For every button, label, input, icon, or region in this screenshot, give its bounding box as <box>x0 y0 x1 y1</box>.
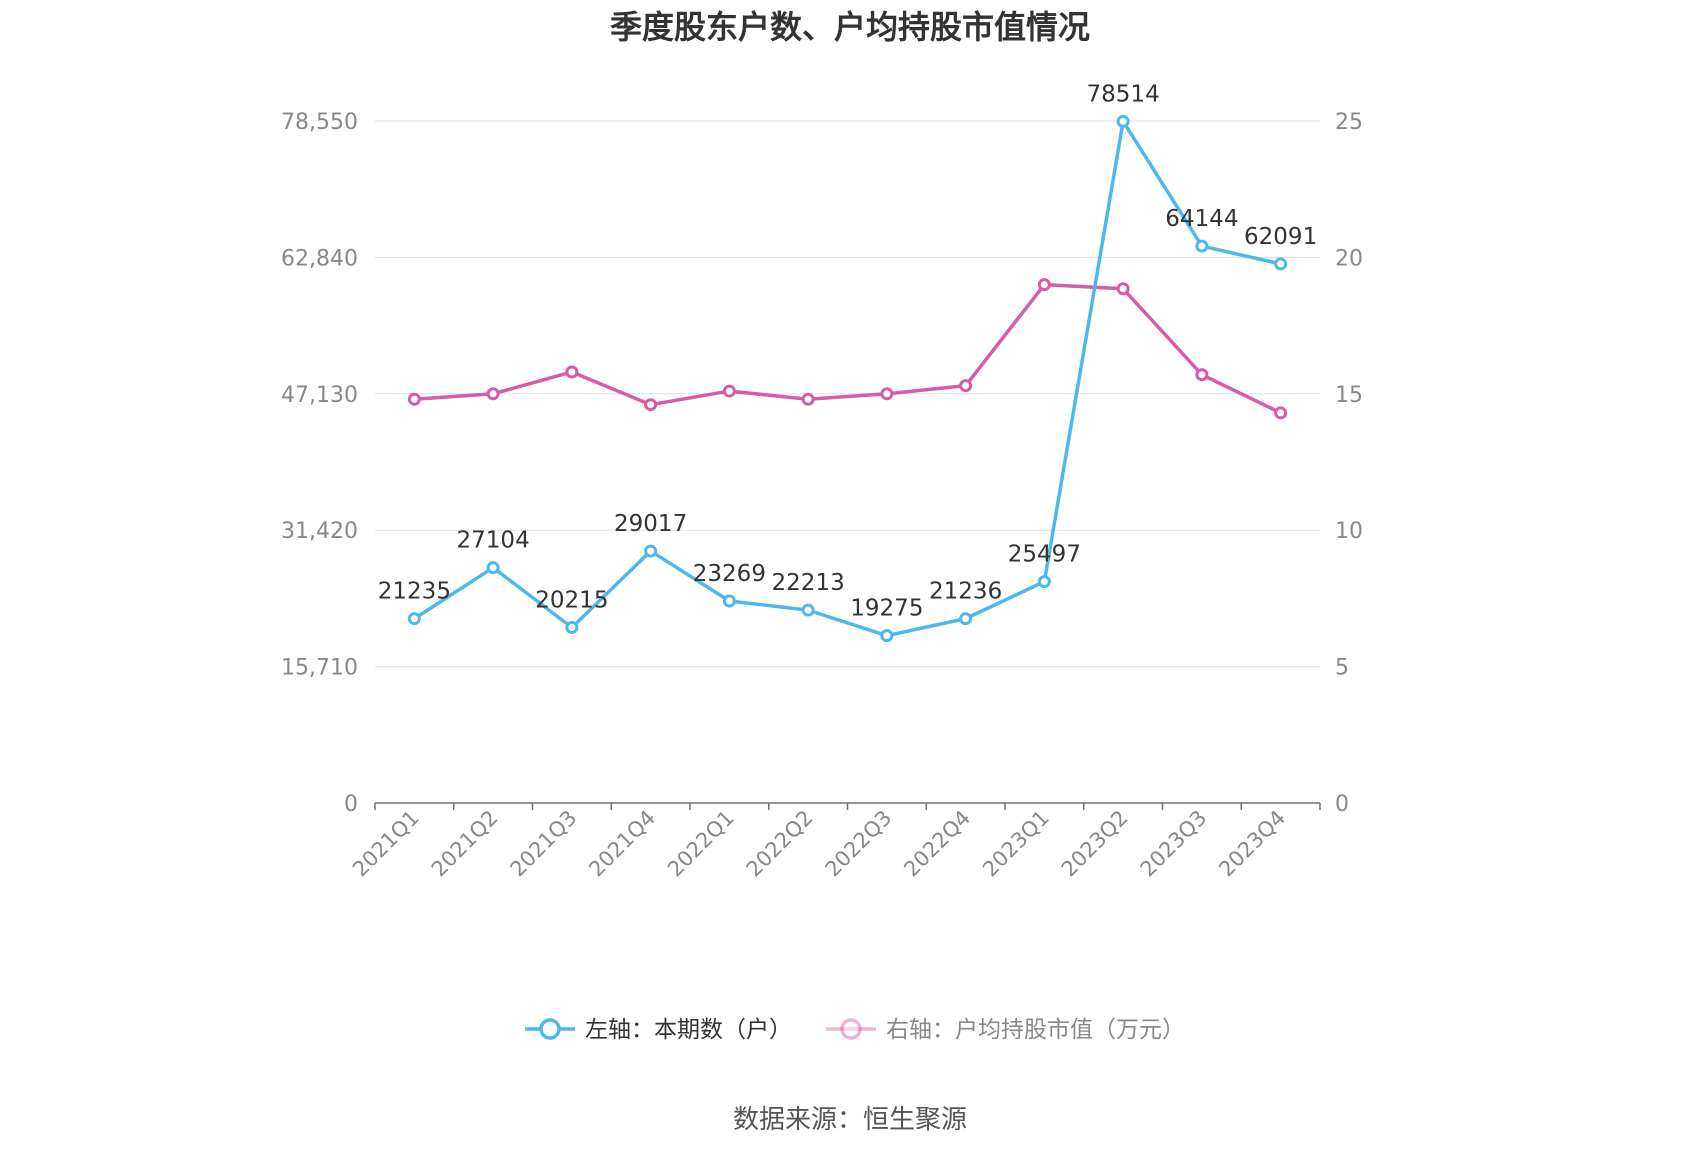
data-label: 27104 <box>457 528 530 554</box>
left-tick-label: 31,420 <box>281 519 358 544</box>
data-label: 25497 <box>1008 542 1081 568</box>
data-label: 21236 <box>929 579 1002 605</box>
right-tick-label: 0 <box>1335 792 1349 817</box>
data-label: 62091 <box>1244 224 1317 250</box>
left-tick-label: 78,550 <box>281 110 358 135</box>
series-point-1 <box>722 384 736 398</box>
data-label: 21235 <box>378 579 451 605</box>
series-point-0 <box>880 629 894 643</box>
legend-marker-icon <box>840 1018 862 1040</box>
left-tick-label: 15,710 <box>281 656 358 681</box>
x-tick-label: 2022Q4 <box>899 806 975 882</box>
series-line-1 <box>414 282 1282 415</box>
series-line-0 <box>413 119 1282 638</box>
series-point-0 <box>1195 239 1209 253</box>
series-point-0 <box>644 544 658 558</box>
source-note: 数据来源：恒生聚源 <box>733 1105 967 1135</box>
series-point-1 <box>959 379 973 393</box>
series-point-1 <box>1116 282 1130 296</box>
data-label: 78514 <box>1087 81 1160 107</box>
x-axis: 2021Q1 2021Q2 2021Q3 2021Q4 2022Q1 2022Q2 2022… <box>348 802 1321 882</box>
x-tick-label: 2021Q4 <box>584 806 660 882</box>
series-point-0 <box>722 594 736 608</box>
series-point-1 <box>1195 368 1209 382</box>
left-tick-label: 0 <box>344 792 358 817</box>
series-point-1 <box>1037 278 1051 292</box>
left-tick-label: 62,840 <box>281 246 358 271</box>
legend-marker-icon <box>539 1018 561 1040</box>
series-group <box>407 114 1288 643</box>
right-tick-label: 20 <box>1335 246 1363 271</box>
data-label: 23269 <box>693 561 766 587</box>
series-point-1 <box>880 387 894 401</box>
data-label: 29017 <box>614 511 687 537</box>
right-tick-label: 10 <box>1335 519 1363 544</box>
x-tick-label: 2022Q3 <box>821 806 897 882</box>
series-point-0 <box>801 603 815 617</box>
right-tick-label: 25 <box>1335 110 1363 135</box>
legend-label: 右轴：户均持股市值（万元） <box>886 1017 1185 1043</box>
series-point-1 <box>801 392 815 406</box>
right-tick-label: 15 <box>1335 383 1363 408</box>
series-point-0 <box>1037 575 1051 589</box>
left-axis: 0 15,710 31,420 47,130 62,840 78,550 <box>281 110 358 817</box>
data-label: 22213 <box>772 570 845 596</box>
data-label: 19275 <box>850 596 923 622</box>
legend-label: 左轴：本期数（户） <box>585 1017 792 1043</box>
x-tick-label: 2022Q1 <box>663 806 739 882</box>
series-point-0 <box>959 612 973 626</box>
right-axis: 0 5 10 15 20 25 <box>1335 110 1363 817</box>
series-point-0 <box>1116 114 1130 128</box>
x-tick-label: 2023Q3 <box>1136 806 1212 882</box>
series-point-1 <box>1274 406 1288 420</box>
series-point-1 <box>407 392 421 406</box>
series-point-0 <box>565 620 579 634</box>
series-point-0 <box>407 612 421 626</box>
series-point-0 <box>486 561 500 575</box>
x-tick-label: 2023Q4 <box>1214 806 1290 882</box>
x-tick-label: 2021Q1 <box>348 806 424 882</box>
right-tick-label: 5 <box>1335 656 1349 681</box>
series-point-1 <box>644 398 658 412</box>
series-point-1 <box>486 387 500 401</box>
data-label: 64144 <box>1165 206 1238 232</box>
series-point-0 <box>1274 257 1288 271</box>
left-tick-label: 47,130 <box>281 383 358 408</box>
legend[interactable]: 左轴：本期数（户） 右轴：户均持股市值（万元） <box>525 1017 1185 1043</box>
chart-title: 季度股东户数、户均持股市值情况 <box>610 8 1090 46</box>
x-tick-label: 2021Q2 <box>427 806 503 882</box>
x-tick-label: 2022Q2 <box>742 806 818 882</box>
x-tick-label: 2021Q3 <box>506 806 582 882</box>
data-label: 20215 <box>535 587 608 613</box>
x-tick-label: 2023Q1 <box>978 806 1054 882</box>
grid-lines <box>375 120 1320 668</box>
series-point-1 <box>565 365 579 379</box>
x-tick-label: 2023Q2 <box>1057 806 1133 882</box>
